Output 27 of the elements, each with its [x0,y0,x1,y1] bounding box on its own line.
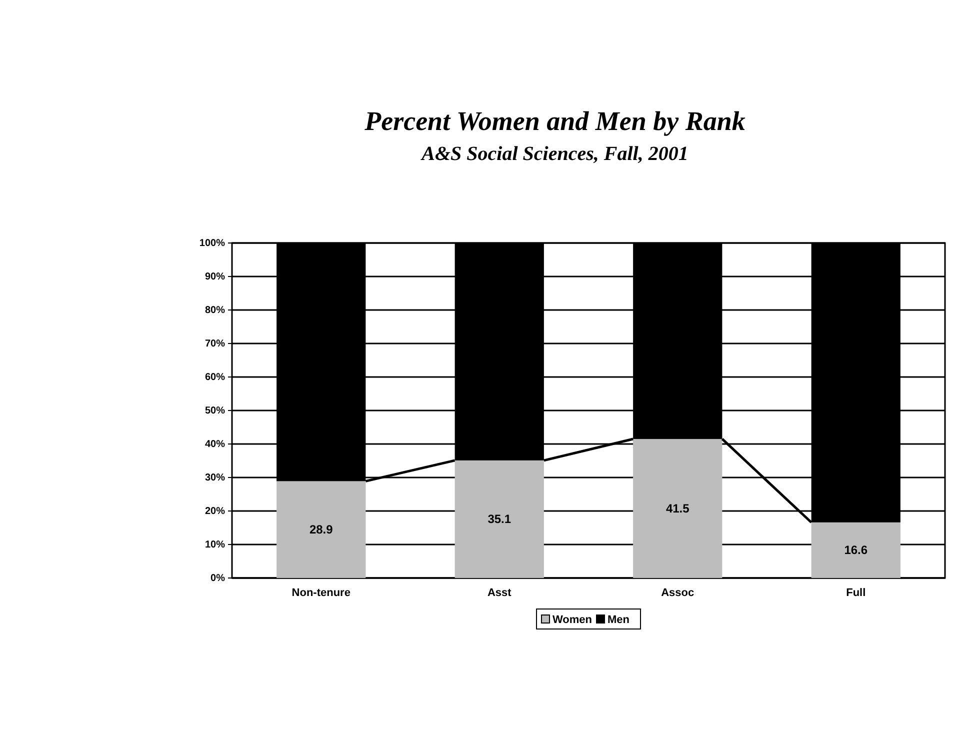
y-tick-label: 100% [199,238,226,250]
y-tick-label: 20% [204,506,226,518]
bar [811,522,900,578]
chart-title: Percent Women and Men by Rank [364,106,746,136]
y-tick-label: 10% [204,540,226,551]
y-tick-label: 80% [204,305,226,316]
legend-label: Men [608,614,630,626]
x-tick-label: Full [846,586,866,599]
data-label: 16.6 [844,543,868,558]
y-tick-label: 90% [204,272,226,283]
y-tick-label: 70% [204,338,226,350]
data-label: 35.1 [488,512,512,526]
bar [276,481,366,578]
y-tick-label: 30% [204,472,226,484]
data-label: 28.9 [309,522,334,537]
chart-subtitle: A&S Social Sciences, Fall, 2001 [420,143,688,165]
legend-label: Women [552,614,592,626]
x-tick-label: Assoc [661,586,694,599]
x-tick-label: Non-tenure [292,586,350,599]
bar [454,460,544,578]
y-tick-label: 40% [204,439,226,450]
y-tick-label: 50% [204,406,226,417]
bar [633,438,722,578]
data-label: 41.5 [666,501,690,516]
y-tick-label: 60% [204,372,226,384]
y-tick-label: 0% [210,573,226,584]
x-tick-label: Asst [487,586,512,599]
